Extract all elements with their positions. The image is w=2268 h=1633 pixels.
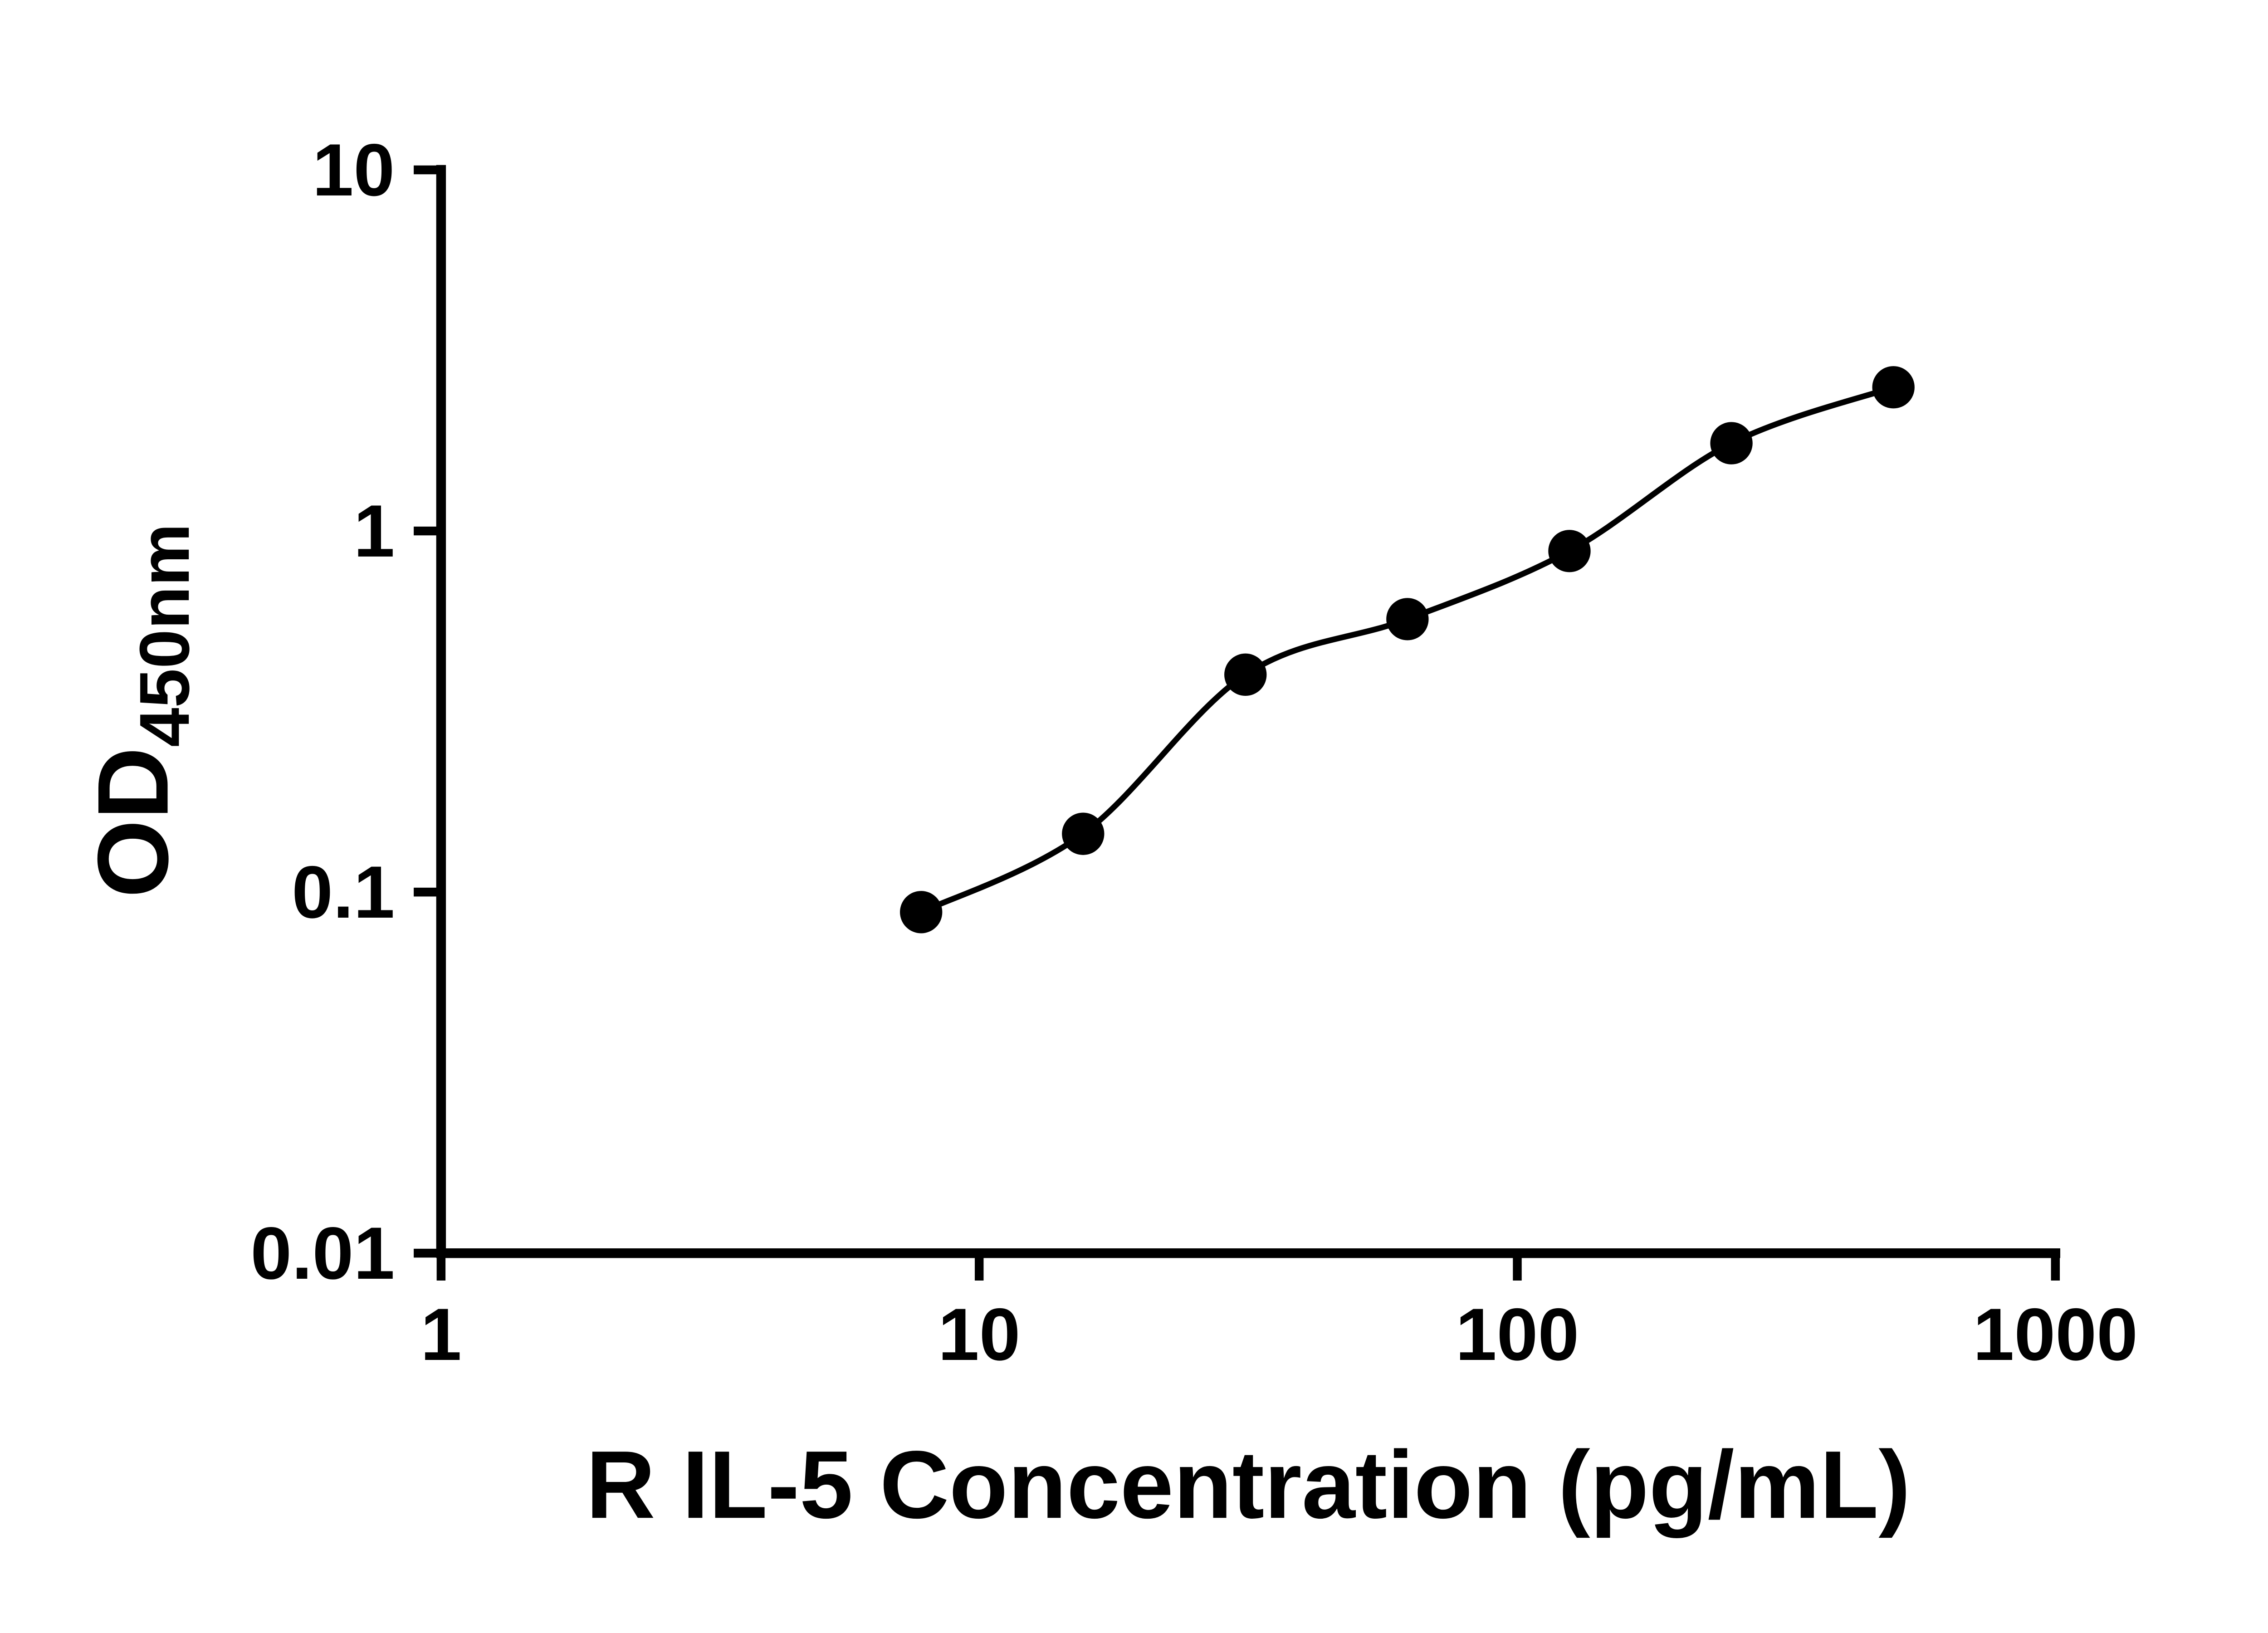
data-point — [900, 891, 943, 934]
data-point — [1548, 530, 1591, 572]
axis-tick-labels: 1 10 100 1000 0.01 0.1 1 10 — [250, 128, 2138, 1376]
data-series — [900, 366, 1915, 934]
axis-ticks — [414, 165, 2060, 1281]
data-point — [1062, 812, 1105, 855]
axes — [436, 165, 2061, 1258]
y-axis-title: OD450nm — [77, 523, 204, 898]
x-axis-title: R IL-5 Concentration (pg/mL) — [586, 1431, 1911, 1538]
x-tick-label: 1000 — [1973, 1293, 2138, 1376]
y-axis-title-main: OD — [77, 747, 189, 898]
data-point — [1710, 422, 1753, 464]
y-tick-label: 10 — [313, 128, 395, 211]
data-point — [1224, 653, 1267, 696]
data-point — [1872, 366, 1915, 409]
x-tick-label: 100 — [1456, 1293, 1579, 1376]
x-tick-label: 10 — [938, 1293, 1021, 1376]
y-tick-label: 0.1 — [292, 851, 395, 934]
axis-frame — [436, 165, 2061, 1258]
y-axis-title-subscript: 450nm — [125, 523, 204, 747]
y-tick-label: 1 — [353, 489, 395, 572]
y-tick-label: 0.01 — [250, 1212, 395, 1295]
x-tick-label: 1 — [420, 1293, 462, 1376]
data-point — [1386, 598, 1429, 640]
